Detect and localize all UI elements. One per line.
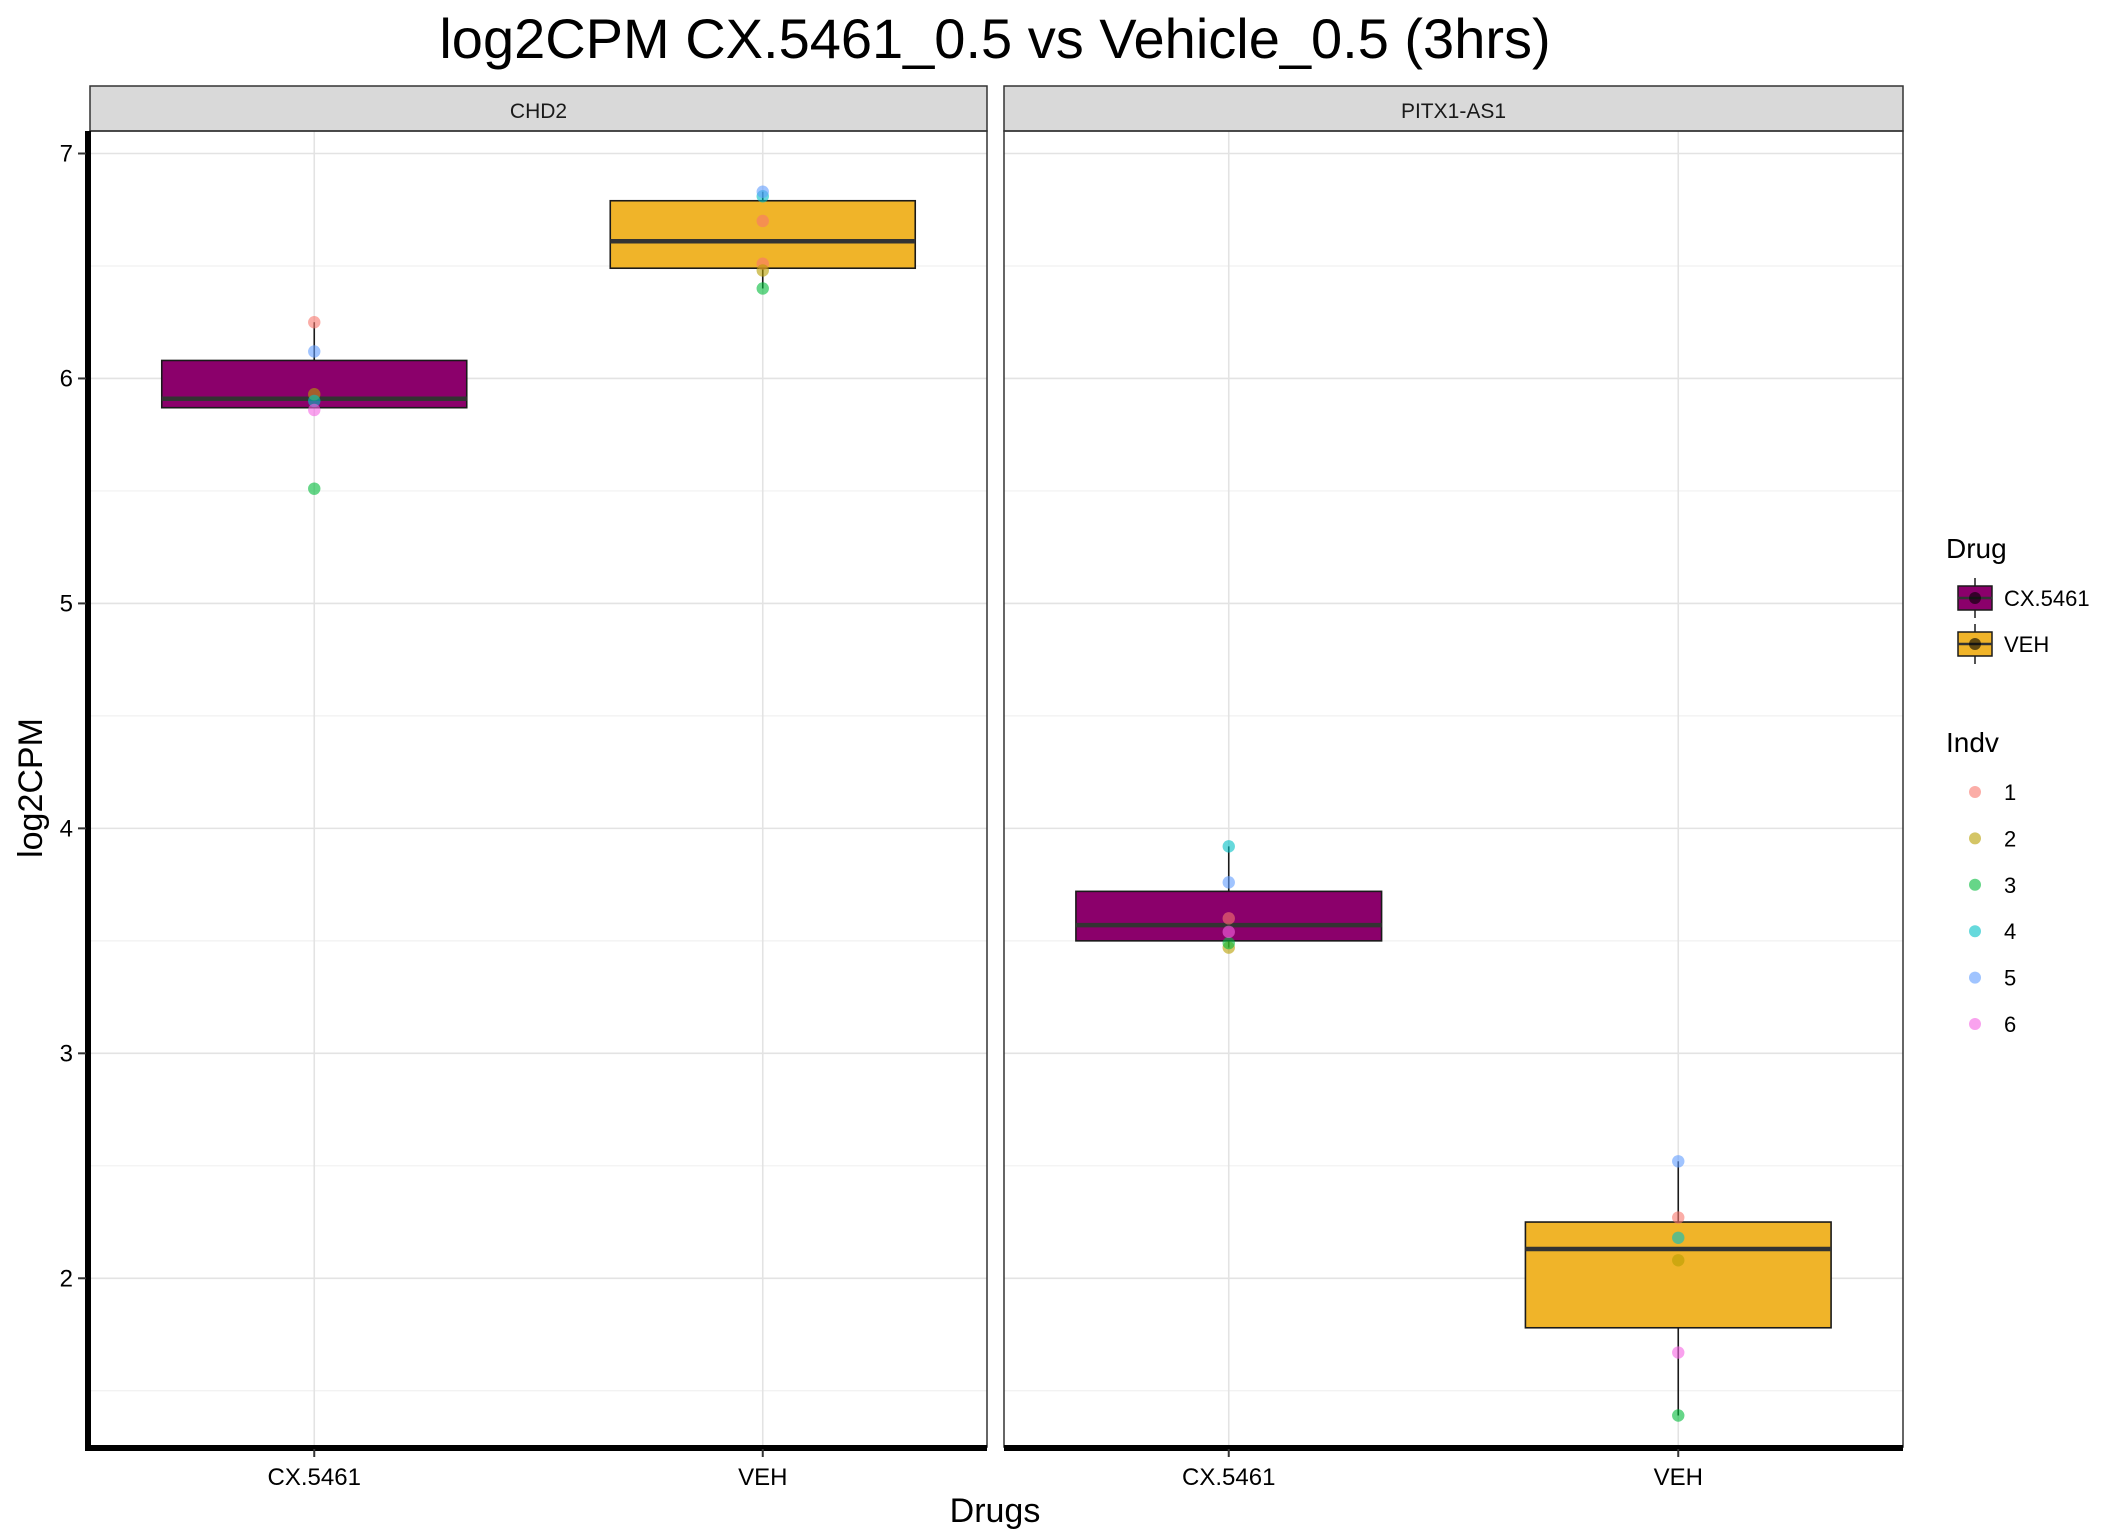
data-point [756, 264, 769, 277]
legend-drug-dot [1969, 638, 1981, 650]
data-point [1672, 1231, 1685, 1244]
x-tick-label: VEH [738, 1464, 787, 1491]
data-point [1672, 1211, 1685, 1224]
panel-1: PITX1-AS1 [1003, 85, 1904, 1448]
strip-label: PITX1-AS1 [1401, 100, 1506, 123]
y-tick-label: 7 [60, 140, 73, 167]
legend-indv-label: 1 [2004, 780, 2016, 805]
data-point [756, 282, 769, 295]
legend-indv-label: 2 [2004, 826, 2016, 851]
y-axis-title: log2CPM [12, 718, 50, 858]
legend-indv-dot [1969, 971, 1981, 984]
x-axis: CX.5461 VEH CX.5461 VEH [90, 1445, 1903, 1491]
y-tick-label: 6 [60, 365, 73, 392]
legend-drug-title: Drug [1946, 533, 2007, 564]
strip-background [89, 85, 988, 132]
strip-label: CHD2 [510, 100, 567, 123]
x-tick-label: CX.5461 [1182, 1464, 1275, 1491]
x-tick-label: VEH [1654, 1464, 1703, 1491]
data-point [1222, 840, 1235, 853]
panels: CHD2 PITX1-AS1 [89, 85, 1904, 1448]
chart-title: log2CPM CX.5461_0.5 vs Vehicle_0.5 (3hrs… [439, 7, 1550, 70]
y-tick-label: 2 [60, 1265, 73, 1292]
y-tick-label: 4 [60, 815, 73, 842]
data-point [1222, 936, 1235, 950]
data-point [1222, 876, 1235, 889]
legend-indv-dot [1969, 1018, 1981, 1030]
data-point [1672, 1346, 1685, 1359]
box-veh [609, 199, 917, 270]
data-point [756, 185, 769, 198]
data-point [308, 345, 321, 358]
x-tick-label: CX.5461 [268, 1464, 361, 1491]
data-point [308, 482, 321, 495]
y-axis: 2 3 4 5 6 7 [60, 131, 91, 1451]
data-point [1672, 1155, 1685, 1168]
legend-indv-dot [1969, 925, 1981, 938]
legend-indv-label: 3 [2004, 873, 2016, 898]
y-tick-label: 3 [60, 1040, 73, 1067]
data-point [1672, 1409, 1685, 1422]
x-axis-title: Drugs [950, 1492, 1041, 1530]
data-point [1222, 925, 1235, 939]
legend-indv-label: 5 [2004, 966, 2016, 991]
strip-background [1003, 85, 1904, 132]
data-point [308, 316, 321, 329]
legend-indv-label: 4 [2004, 919, 2016, 944]
data-point [1222, 912, 1235, 925]
legend-indv-label: 6 [2004, 1012, 2016, 1037]
legend-indv-dot [1969, 786, 1981, 798]
panel-0: CHD2 [89, 85, 988, 1448]
panel-background [90, 131, 987, 1447]
legend-indv-dot [1969, 878, 1981, 891]
data-point [308, 394, 321, 408]
legend-indv-title: Indv [1946, 727, 1999, 758]
legend-drug-label: CX.5461 [2004, 586, 2090, 611]
legend-indv-dot [1969, 832, 1981, 845]
y-tick-label: 5 [60, 590, 73, 617]
data-point [756, 214, 769, 228]
data-point [308, 403, 321, 417]
legend-drug-dot [1969, 592, 1981, 604]
data-point [1672, 1254, 1685, 1267]
legend: Drug Indv CX.5461 VEH 1 2 3 4 5 6 [1946, 533, 2090, 1037]
legend-drug-label: VEH [2004, 632, 2049, 657]
